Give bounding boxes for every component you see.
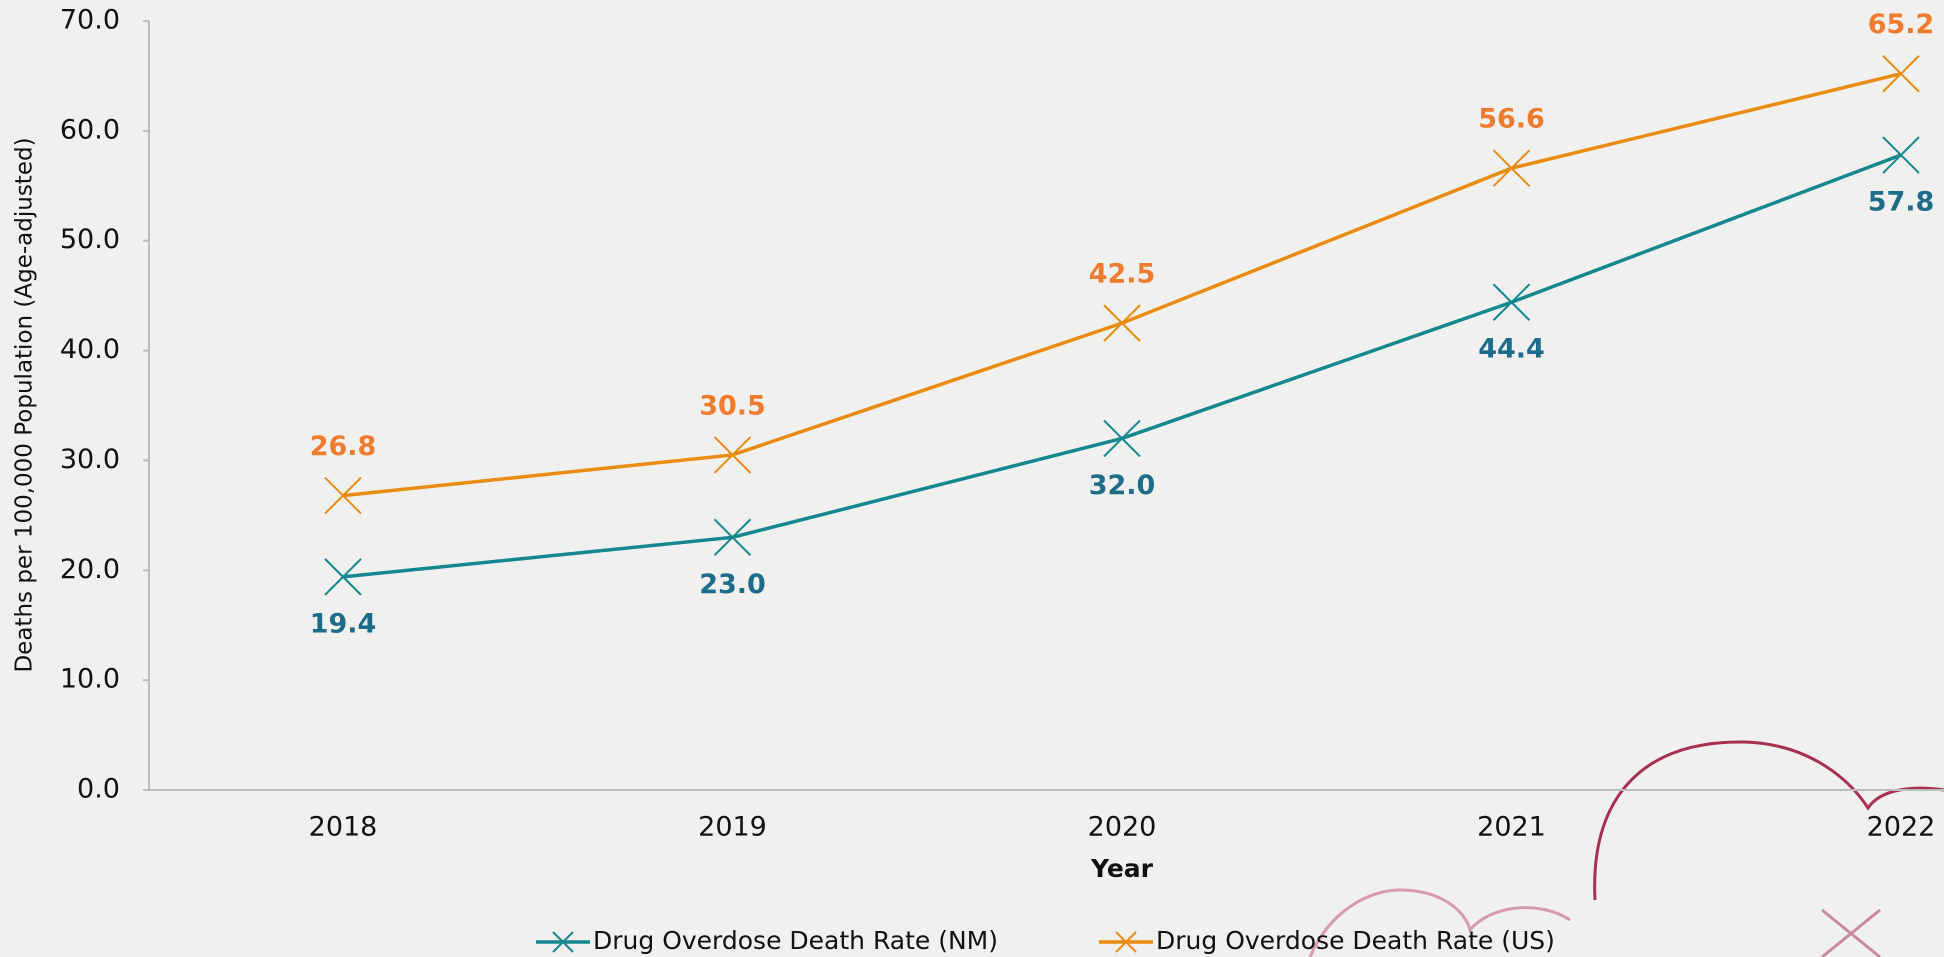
point-marker bbox=[1103, 419, 1141, 458]
x-tick-label: 2020 bbox=[1088, 812, 1157, 843]
data-label: 32.0 bbox=[1089, 470, 1156, 501]
y-tick-label: 70.0 bbox=[60, 5, 120, 36]
y-tick-label: 60.0 bbox=[60, 114, 120, 145]
point-marker bbox=[1882, 55, 1920, 93]
y-tick-label: 0.0 bbox=[77, 774, 120, 805]
data-label: 42.5 bbox=[1089, 259, 1156, 290]
y-tick-label: 40.0 bbox=[60, 334, 120, 365]
point-marker bbox=[324, 558, 362, 596]
x-tick-label: 2019 bbox=[698, 812, 767, 843]
decoration bbox=[1308, 740, 1944, 957]
legend-marker bbox=[1115, 931, 1137, 953]
point-marker bbox=[713, 518, 752, 557]
legend-label: Drug Overdose Death Rate (NM) bbox=[593, 926, 998, 955]
x-tick-label: 2021 bbox=[1477, 812, 1546, 843]
point-marker bbox=[1492, 149, 1531, 187]
data-label: 65.2 bbox=[1868, 9, 1935, 40]
x-tick-label: 2022 bbox=[1867, 812, 1936, 843]
data-label: 56.6 bbox=[1478, 104, 1545, 135]
data-label: 44.4 bbox=[1478, 334, 1545, 365]
x-axis-title: Year bbox=[1090, 854, 1154, 883]
legend-marker bbox=[552, 931, 574, 953]
point-marker bbox=[324, 476, 362, 515]
y-axis-title: Deaths per 100,000 Population (Age-adjus… bbox=[12, 137, 38, 672]
x-tick-label: 2018 bbox=[309, 812, 378, 843]
y-tick-label: 20.0 bbox=[60, 554, 120, 585]
data-label: 23.0 bbox=[699, 569, 766, 600]
y-tick-label: 50.0 bbox=[60, 224, 120, 255]
point-marker bbox=[1882, 136, 1920, 174]
y-tick-label: 10.0 bbox=[60, 664, 120, 695]
point-marker bbox=[713, 436, 752, 474]
y-tick-label: 30.0 bbox=[60, 444, 120, 475]
point-marker bbox=[1103, 304, 1141, 342]
data-label: 19.4 bbox=[310, 608, 377, 639]
legend-label: Drug Overdose Death Rate (US) bbox=[1156, 926, 1555, 955]
point-marker bbox=[1492, 283, 1531, 321]
data-label: 57.8 bbox=[1868, 187, 1935, 218]
data-label: 26.8 bbox=[310, 431, 377, 462]
data-label: 30.5 bbox=[699, 390, 766, 421]
